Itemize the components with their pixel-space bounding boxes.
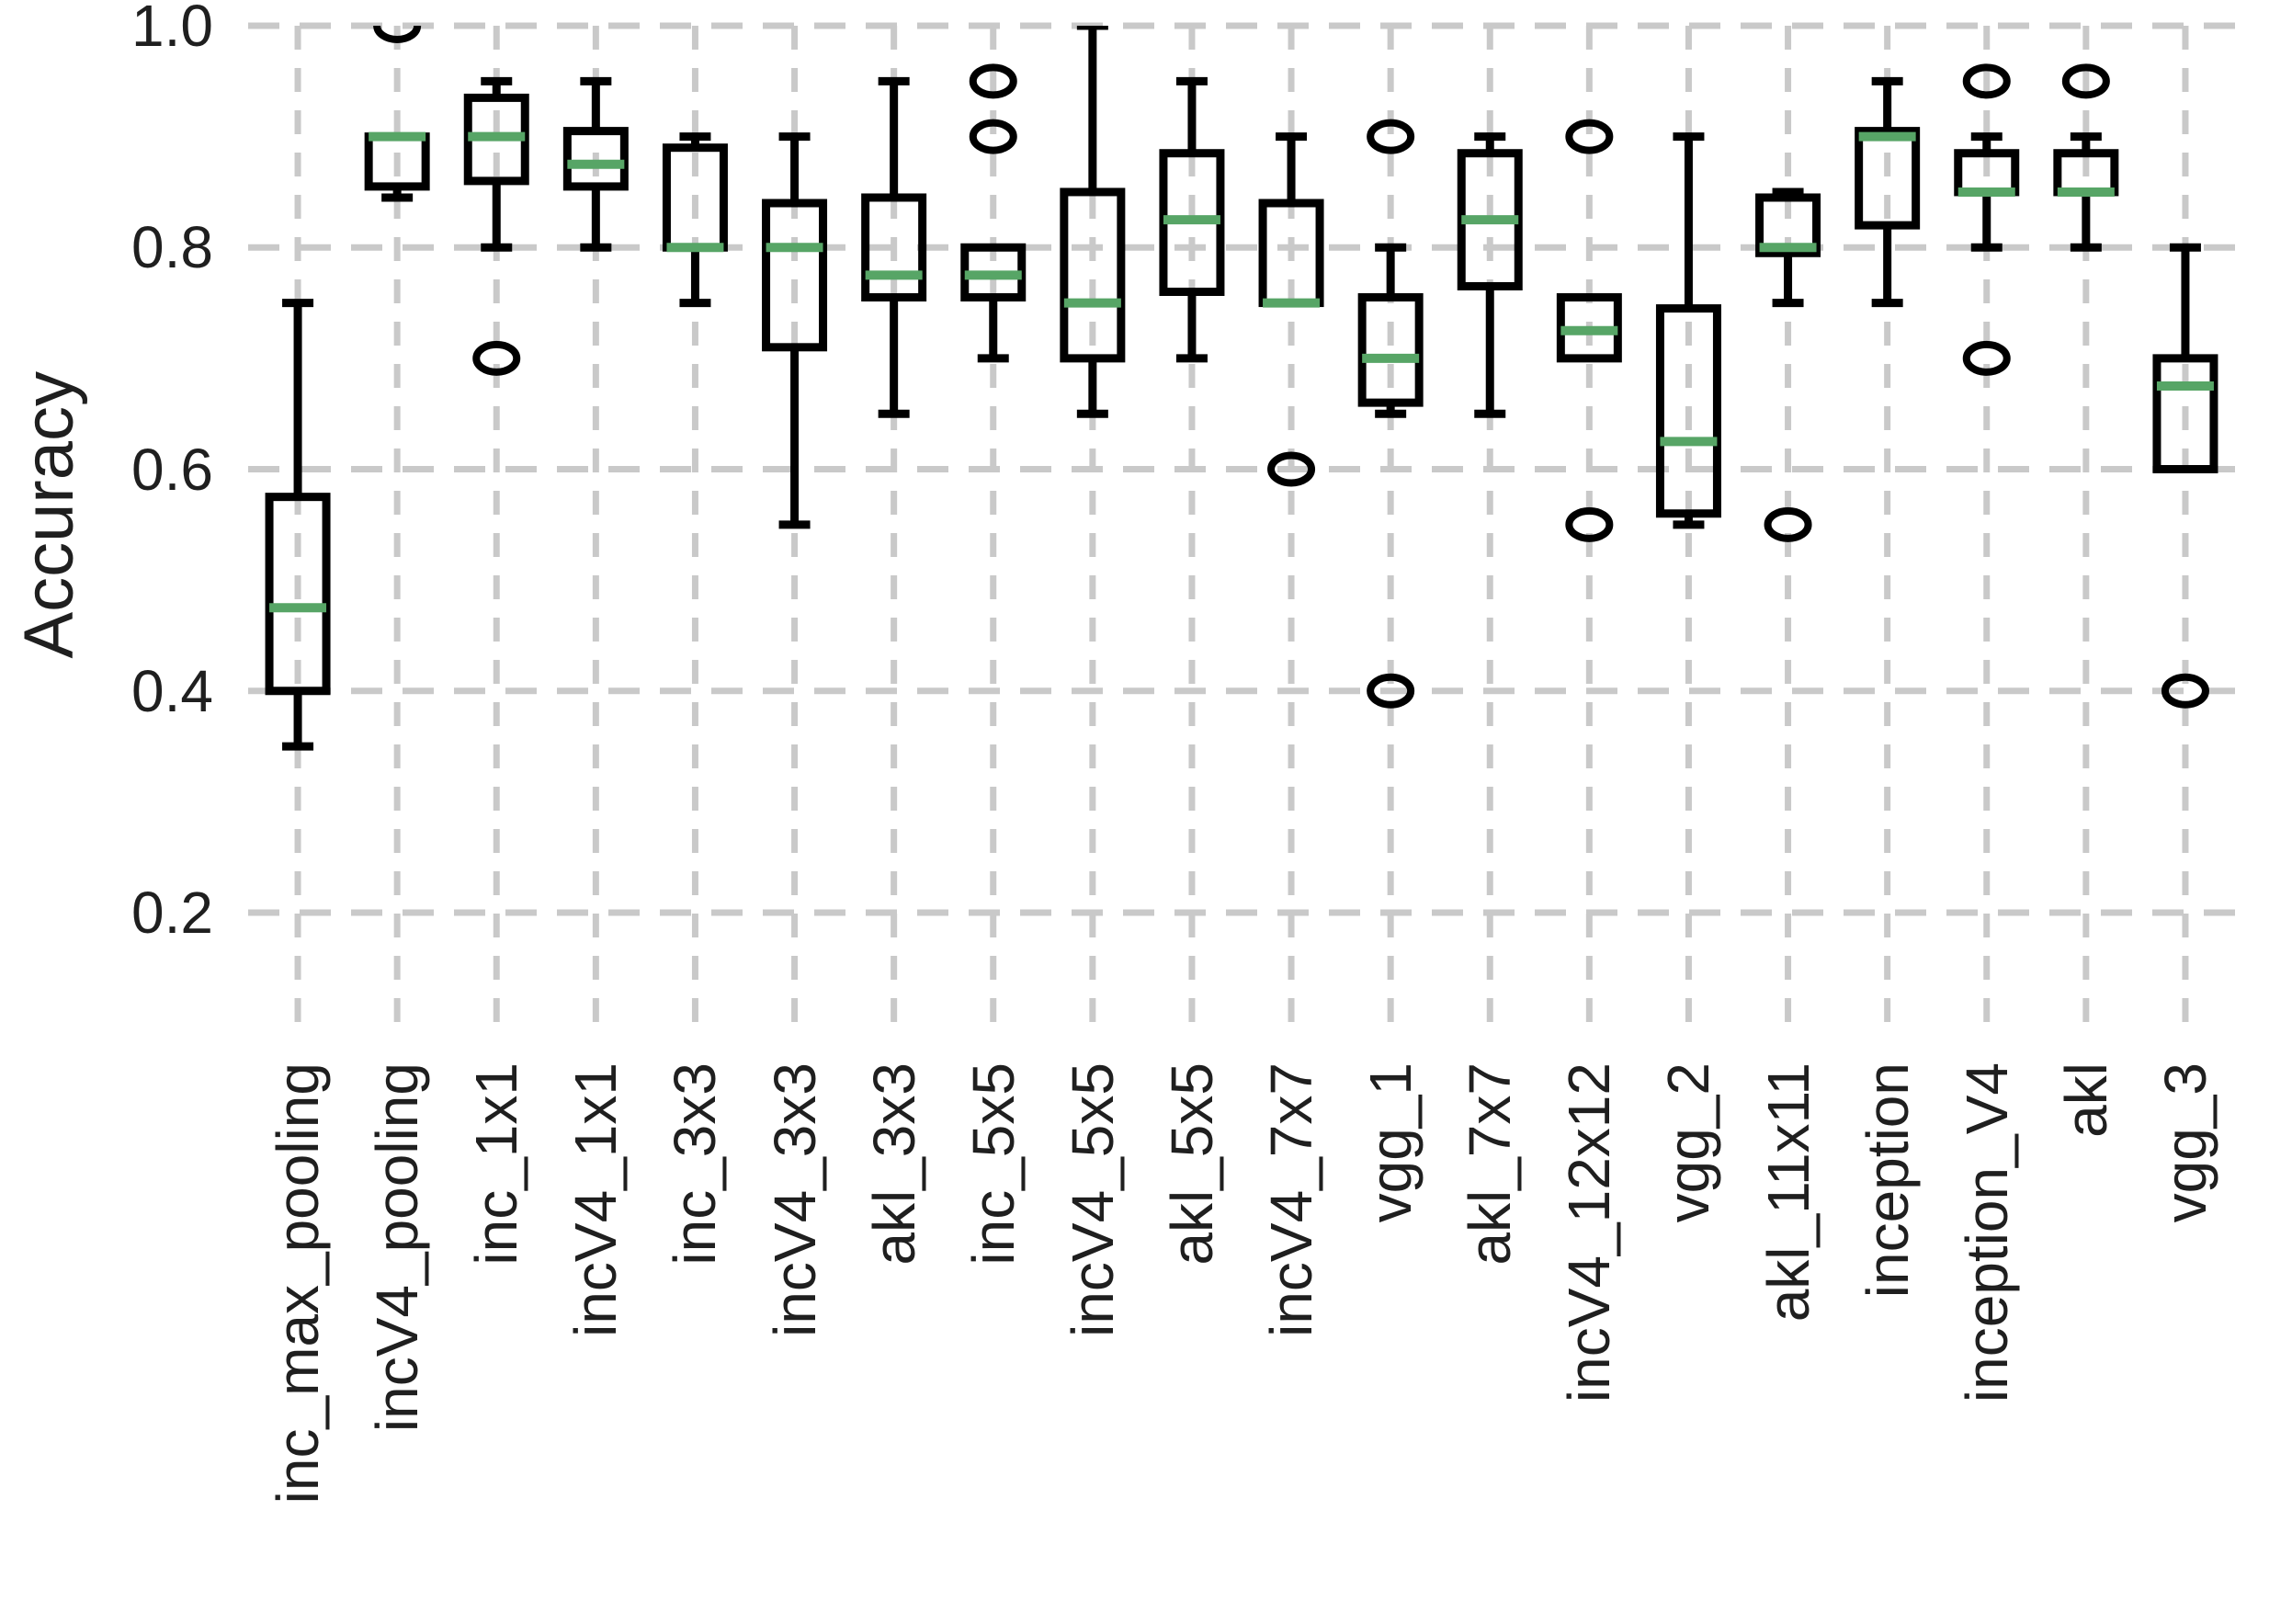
x-tick-label: vgg_2: [1655, 1062, 1722, 1223]
y-tick-label: 0.6: [131, 436, 213, 503]
x-tick-label: incV4_5x5: [1059, 1062, 1126, 1337]
x-tick-label: inception_V4: [1953, 1062, 2020, 1403]
outlier-marker: [1367, 673, 1415, 709]
x-tick-label: incV4_3x3: [761, 1062, 828, 1337]
box-group: [1457, 132, 1523, 418]
y-tick-label: 0.2: [131, 880, 213, 946]
box: [562, 127, 629, 191]
y-tick-label: 0.4: [131, 657, 213, 724]
grid-layer: [248, 22, 2235, 1029]
box: [1855, 127, 1921, 230]
box-group: [562, 76, 629, 252]
box: [762, 199, 828, 352]
box: [1755, 193, 1821, 257]
outlier-marker: [1267, 451, 1316, 487]
box-group: [1060, 26, 1126, 418]
box-group: [463, 76, 529, 376]
x-tick-label: akl_5x5: [1158, 1062, 1225, 1266]
outlier-marker: [1764, 506, 1812, 542]
box: [2152, 354, 2218, 473]
box-layer: [265, 26, 2218, 751]
box-group: [1159, 76, 1225, 363]
outlier-marker: [2061, 63, 2110, 99]
x-tick-label: akl_7x7: [1457, 1062, 1524, 1266]
x-tick-label: inc_5x5: [959, 1062, 1027, 1266]
x-tick-label: akl_3x3: [860, 1062, 927, 1266]
box-group: [2152, 243, 2218, 709]
outlier-marker: [2161, 673, 2209, 709]
box-group: [662, 132, 728, 308]
y-axis-label: Accuracy: [10, 370, 88, 659]
outlier-marker: [1367, 119, 1415, 154]
outlier-marker: [1962, 63, 2011, 99]
x-tick-label: incV4_12x12: [1556, 1062, 1623, 1403]
y-tick-label: 0.8: [131, 214, 213, 281]
y-tick-label: 1.0: [131, 0, 213, 59]
outlier-marker: [969, 63, 1017, 99]
box-group: [265, 299, 331, 751]
box: [1655, 304, 1721, 518]
box-group: [1954, 63, 2020, 376]
box-group: [1357, 119, 1424, 709]
x-tick-label: vgg_3: [2151, 1062, 2218, 1223]
x-tick-label: akl: [2052, 1062, 2119, 1138]
outlier-marker: [1565, 506, 1614, 542]
box-group: [1556, 119, 1622, 542]
x-tick-label: incV4_pooling: [364, 1062, 431, 1433]
box-group: [1655, 132, 1721, 529]
box-group: [1258, 132, 1324, 487]
x-tick-label: incV4_7x7: [1258, 1062, 1325, 1337]
box-group: [1755, 187, 1821, 542]
outlier-marker: [373, 26, 422, 43]
box: [1357, 293, 1424, 407]
x-tick-label: inc_3x3: [662, 1062, 729, 1266]
x-tick-label: inc_max_pooling: [265, 1062, 332, 1505]
x-tick-label: vgg_1: [1357, 1062, 1424, 1223]
y-axis-label-wrap: Accuracy: [10, 0, 88, 1029]
x-tick-label: akl_11x11: [1754, 1062, 1821, 1323]
box: [1060, 187, 1126, 363]
x-tick-label: incV4_1x1: [562, 1062, 630, 1337]
x-tick-label: inception: [1854, 1062, 1921, 1299]
box-group: [762, 132, 828, 529]
outlier-marker: [472, 340, 521, 376]
outlier-marker: [1962, 340, 2011, 376]
box-group: [2053, 63, 2119, 252]
box-group: [1855, 76, 1921, 308]
box-group: [861, 76, 927, 418]
x-tick-label: inc_1x1: [463, 1062, 530, 1266]
box: [861, 193, 927, 302]
outlier-marker: [1565, 119, 1614, 154]
box: [265, 493, 331, 696]
outlier-marker: [969, 119, 1017, 154]
box-group: [960, 63, 1027, 363]
box-group: [364, 26, 430, 202]
